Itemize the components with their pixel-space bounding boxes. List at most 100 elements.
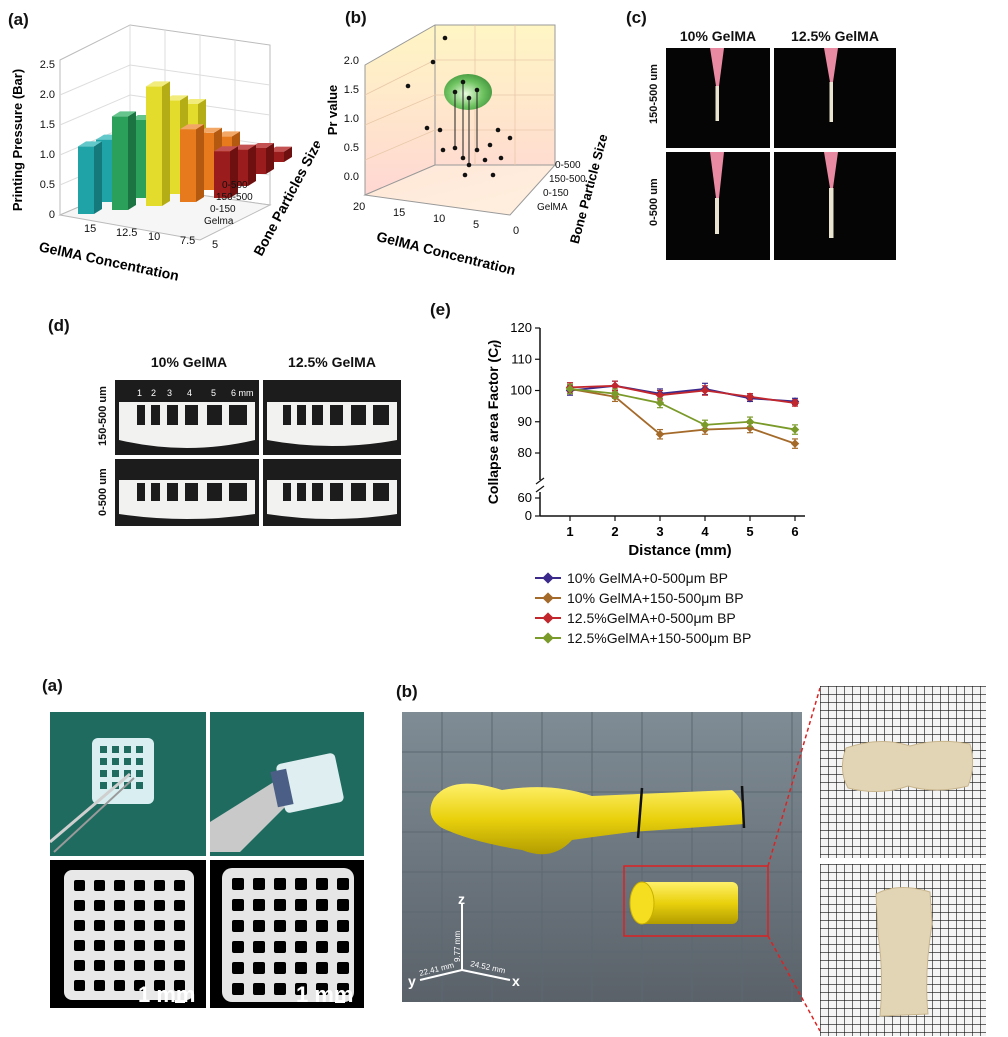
grid-hole xyxy=(74,920,85,931)
grid-hole xyxy=(114,880,125,891)
grid-hole xyxy=(94,960,105,971)
dim-z: 9.77 mm xyxy=(453,931,462,962)
coordinate-axes xyxy=(419,904,511,981)
axis-break xyxy=(535,485,545,493)
x-tick-labels: 15 12.5 10 7.5 5 xyxy=(84,223,218,251)
z-tick: 2.0 xyxy=(40,89,55,101)
x-tick-label: 6 xyxy=(791,524,798,539)
ruler-label: 2 xyxy=(151,388,156,398)
grid-hole xyxy=(337,899,349,911)
z-tick-labels: 0 0.5 1.0 1.5 2.0 2.5 xyxy=(40,59,55,221)
cylinder-end xyxy=(629,881,655,925)
series-line xyxy=(569,388,796,431)
panel-e-line-chart: 0 60 80 90 100 110 120 1 2 3 4 5 6 Collapse area Fac… xyxy=(485,320,805,559)
grid-hole xyxy=(154,880,165,891)
grid-hole xyxy=(316,899,328,911)
data-point xyxy=(655,390,665,400)
data-point xyxy=(655,398,665,408)
grid-hole xyxy=(232,983,244,995)
cluster-ellipse xyxy=(444,74,492,110)
grid-hole xyxy=(94,980,105,991)
data-point xyxy=(610,381,620,391)
grid-hole xyxy=(154,900,165,911)
y-axis-title: Collapse area Factor (Cf) xyxy=(485,340,504,504)
grid-hole xyxy=(232,941,244,953)
y-tick: 0-500 xyxy=(222,180,248,191)
grid-hole xyxy=(253,878,265,890)
ruler-label: 3 xyxy=(167,388,172,398)
grid-hole xyxy=(114,940,125,951)
legend-item: 10% GelMA+0-500μm BP xyxy=(535,568,751,588)
y-tick-label: 90 xyxy=(518,414,532,429)
grid-hole xyxy=(316,941,328,953)
cut-line xyxy=(636,787,644,839)
bottom-panel-b-label: (b) xyxy=(396,682,418,701)
grid-hole xyxy=(232,878,244,890)
legend-swatch xyxy=(535,571,561,585)
panel-e-label: (e) xyxy=(430,300,451,319)
scaffold-photo-spatula xyxy=(210,712,364,856)
y-tick-label: 120 xyxy=(510,320,532,335)
panel-c-row-title-1: 150-500 um xyxy=(648,64,660,124)
y-axis-title: Bone Particle Size xyxy=(567,132,611,245)
bar-side xyxy=(266,143,274,174)
ruler-label: 5 xyxy=(211,388,216,398)
x-tick-label: 3 xyxy=(656,524,663,539)
legend-label: 10% GelMA+150-500μm BP xyxy=(567,590,744,606)
grid-hole xyxy=(295,962,307,974)
legend-swatch xyxy=(535,591,561,605)
bar xyxy=(112,111,136,210)
z-tick: 2.5 xyxy=(40,59,55,71)
series-line xyxy=(569,388,796,445)
x-axis-title: GelMA Concentration xyxy=(38,238,181,283)
y-tick: 0-150 xyxy=(210,204,236,215)
highlight-box xyxy=(623,865,769,937)
grid-hole xyxy=(274,899,286,911)
panel-c-label: (c) xyxy=(626,8,647,27)
bar-side xyxy=(196,124,204,202)
grid-hole xyxy=(232,962,244,974)
scaffold-photo-tweezers xyxy=(50,712,206,856)
panel-c-row-title-2: 0-500 um xyxy=(648,178,660,226)
x-tick: 10 xyxy=(148,231,160,243)
legend-swatch xyxy=(535,631,561,645)
bars3d-group xyxy=(78,81,292,214)
y-tick: 0-150 xyxy=(543,188,569,199)
grid-hole xyxy=(337,941,349,953)
grid-hole xyxy=(316,920,328,932)
x-tick-label: 2 xyxy=(611,524,618,539)
printed-scaffold-photo-top xyxy=(820,686,986,858)
legend-item: 12.5%GelMA+150-500μm BP xyxy=(535,628,751,648)
bar-front xyxy=(112,116,128,210)
y-tick-label: 80 xyxy=(518,445,532,460)
panel-c-col-title-2: 12.5% GelMA xyxy=(791,28,879,44)
data-point xyxy=(790,425,800,434)
y-tick: GelMA xyxy=(537,202,568,213)
chart-series xyxy=(565,380,800,449)
grid-hole xyxy=(232,899,244,911)
x-tick: 15 xyxy=(393,207,405,219)
bar-top xyxy=(214,146,238,152)
chart-axes: 0 60 80 90 100 110 120 1 2 3 4 5 6 xyxy=(510,320,805,539)
grid-hole xyxy=(114,960,125,971)
grid-holes xyxy=(232,878,349,995)
bar-front xyxy=(146,86,162,206)
panel-b-scatter3d-chart: 0.0 0.5 1.0 1.5 2.0 Pr value 20 15 10 5 0 GelMA … xyxy=(325,24,611,278)
y-tick-label: 100 xyxy=(510,383,532,398)
bar-front xyxy=(78,146,94,214)
grid-hole xyxy=(94,920,105,931)
grid-hole xyxy=(253,941,265,953)
bar-side xyxy=(162,81,170,206)
grid-hole xyxy=(232,920,244,932)
z-tick: 1.5 xyxy=(40,119,55,131)
data-point xyxy=(610,389,620,398)
grid-hole xyxy=(253,983,265,995)
grid-hole xyxy=(295,899,307,911)
bar-top xyxy=(180,124,204,130)
y-tick-labels: 0-500 150-500 0-150 GelMA xyxy=(537,160,586,213)
bar-top xyxy=(78,141,102,147)
grid-hole xyxy=(134,980,145,991)
panel-d-col-title-1: 10% GelMA xyxy=(150,354,228,370)
